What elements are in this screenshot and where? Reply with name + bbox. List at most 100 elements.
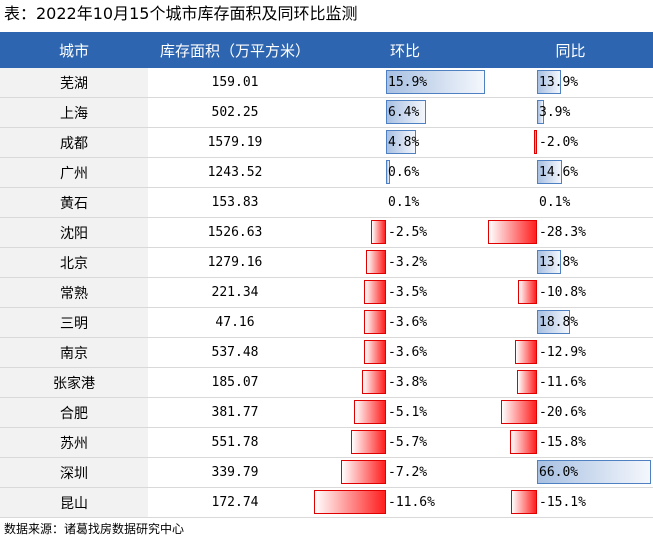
yoy-cell: -10.8% [488,278,653,307]
yoy-bar [537,460,652,484]
yoy-cell: -28.3% [488,218,653,247]
yoy-bar [537,100,544,124]
header-area: 库存面积（万平方米） [159,41,310,60]
yoy-cell: -15.8% [488,428,653,457]
area-cell: 185.07 [148,368,322,397]
mom-value: 6.4% [388,105,420,120]
mom-cell: -3.5% [322,278,488,307]
city-cell: 沈阳 [0,218,148,247]
yoy-value: 3.9% [539,105,571,120]
yoy-bar [537,250,561,274]
city-cell: 北京 [0,248,148,277]
mom-bar [386,130,416,154]
area-cell: 221.34 [148,278,322,307]
yoy-value: -2.0% [539,135,579,150]
yoy-value: -10.8% [539,285,586,300]
mom-cell: -3.6% [322,308,488,337]
mom-cell: 0.6% [322,158,488,187]
yoy-value: 66.0% [539,465,579,480]
yoy-bar [488,220,537,244]
mom-value: -3.2% [388,255,428,270]
yoy-bar [510,490,537,514]
table-header-row: 城市 库存面积（万平方米） 环比 同比 [0,32,653,68]
yoy-value: 13.8% [539,255,579,270]
mom-value: -3.5% [388,285,428,300]
mom-value: -3.6% [388,315,428,330]
yoy-cell: 3.9% [488,98,653,127]
area-cell: 381.77 [148,398,322,427]
table-row: 北京 1279.16 -3.2% 13.8% [0,248,653,278]
table-row: 上海 502.25 6.4% 3.9% [0,98,653,128]
mom-value: 15.9% [388,75,428,90]
mom-cell: -3.6% [322,338,488,367]
yoy-bar [514,340,537,364]
area-cell: 1526.63 [148,218,322,247]
mom-value: 4.8% [388,135,420,150]
mom-bar [370,220,386,244]
source-note: 数据来源：诸葛找房数据研究中心 [4,522,185,536]
mom-bar [314,490,386,514]
area-cell: 551.78 [148,428,322,457]
mom-bar [386,100,426,124]
city-cell: 广州 [0,158,148,187]
mom-bar [363,340,386,364]
mom-bar [386,160,390,184]
table-row: 常熟 221.34 -3.5% -10.8% [0,278,653,308]
table-row: 张家港 185.07 -3.8% -11.6% [0,368,653,398]
yoy-value: -11.6% [539,375,586,390]
area-cell: 502.25 [148,98,322,127]
yoy-value: -28.3% [539,225,586,240]
yoy-bar [516,370,537,394]
mom-cell: -3.2% [322,248,488,277]
city-cell: 上海 [0,98,148,127]
yoy-cell: -11.6% [488,368,653,397]
header-yoy: 同比 [555,41,586,60]
table-row: 苏州 551.78 -5.7% -15.8% [0,428,653,458]
header-city: 城市 [58,41,89,60]
yoy-value: -20.6% [539,405,586,420]
mom-value: -3.8% [388,375,428,390]
area-cell: 172.74 [148,488,322,517]
yoy-cell: -20.6% [488,398,653,427]
area-cell: 1579.19 [148,128,322,157]
mom-value: -11.6% [388,495,435,510]
yoy-cell: -15.1% [488,488,653,517]
mom-cell: 15.9% [322,68,488,97]
table-row: 沈阳 1526.63 -2.5% -28.3% [0,218,653,248]
mom-cell: -7.2% [322,458,488,487]
mom-bar [366,250,386,274]
yoy-value: 13.9% [539,75,579,90]
mom-cell: -2.5% [322,218,488,247]
yoy-bar [537,160,563,184]
mom-cell: -3.8% [322,368,488,397]
area-cell: 159.01 [148,68,322,97]
city-cell: 苏州 [0,428,148,457]
mom-bar [364,280,386,304]
table-row: 深圳 339.79 -7.2% 66.0% [0,458,653,488]
city-cell: 深圳 [0,458,148,487]
mom-cell: -5.1% [322,398,488,427]
table-row: 合肥 381.77 -5.1% -20.6% [0,398,653,428]
area-cell: 339.79 [148,458,322,487]
mom-cell: 6.4% [322,98,488,127]
mom-value: -3.6% [388,345,428,360]
yoy-cell: 0.1% [488,188,653,217]
yoy-cell: 66.0% [488,458,653,487]
table-row: 三明 47.16 -3.6% 18.8% [0,308,653,338]
mom-value: 0.6% [388,165,420,180]
yoy-bar [537,70,562,94]
mom-value: 0.1% [388,195,420,210]
mom-value: -2.5% [388,225,428,240]
mom-bar [386,70,485,94]
mom-bar [363,310,386,334]
table-row: 广州 1243.52 0.6% 14.6% [0,158,653,188]
yoy-value: 14.6% [539,165,579,180]
yoy-value: 0.1% [539,195,571,210]
city-cell: 常熟 [0,278,148,307]
yoy-value: -15.1% [539,495,586,510]
city-cell: 三明 [0,308,148,337]
city-cell: 南京 [0,338,148,367]
yoy-bar [501,400,537,424]
city-cell: 黄石 [0,188,148,217]
table-title: 表：2022年10月15个城市库存面积及同环比监测 [4,4,358,23]
